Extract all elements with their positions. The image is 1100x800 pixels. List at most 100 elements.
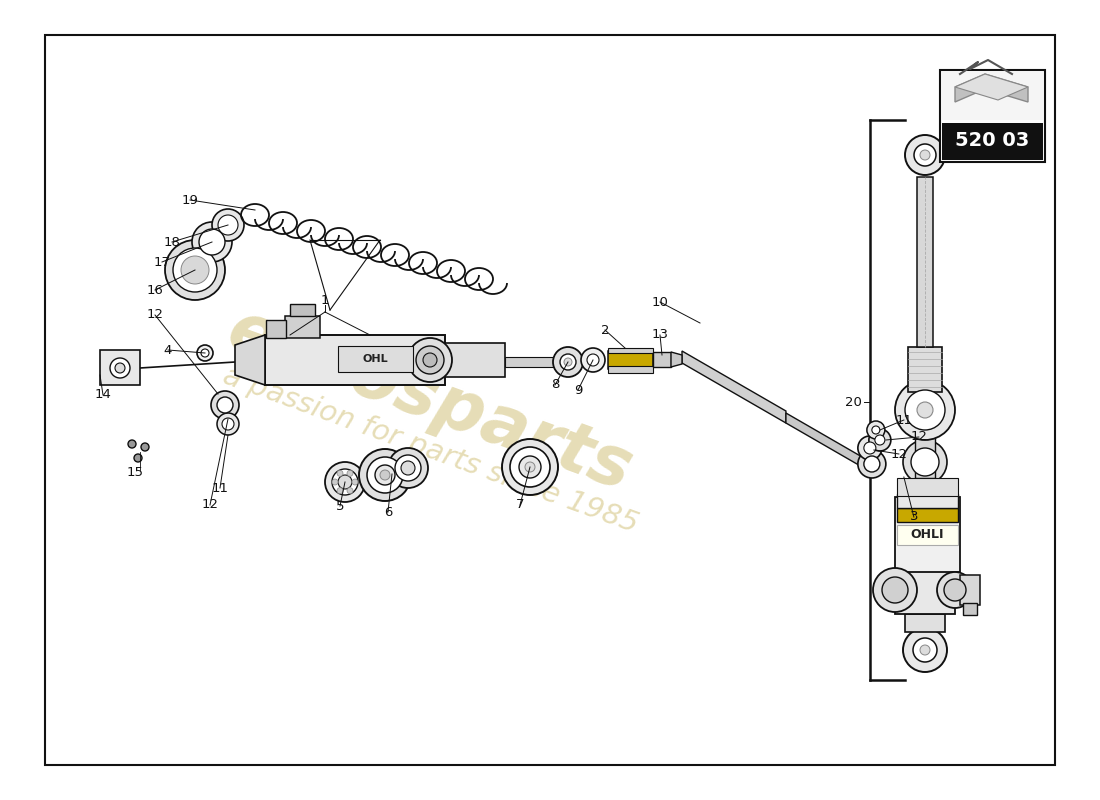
- Circle shape: [388, 448, 428, 488]
- Circle shape: [211, 391, 239, 419]
- Text: 20: 20: [845, 395, 862, 409]
- Bar: [446, 343, 505, 377]
- Circle shape: [379, 470, 390, 480]
- Circle shape: [937, 572, 974, 608]
- Circle shape: [920, 150, 929, 160]
- Bar: [608, 348, 653, 353]
- Text: 4: 4: [164, 343, 173, 357]
- Text: a passion for parts since 1985: a passion for parts since 1985: [219, 362, 641, 538]
- Circle shape: [337, 470, 343, 476]
- Circle shape: [905, 135, 945, 175]
- Text: 17: 17: [154, 255, 170, 269]
- Bar: [265, 335, 446, 385]
- Circle shape: [944, 579, 966, 601]
- Circle shape: [882, 577, 908, 603]
- Bar: [960, 575, 980, 605]
- Text: 10: 10: [651, 295, 669, 309]
- Circle shape: [192, 222, 232, 262]
- Polygon shape: [785, 413, 864, 468]
- Circle shape: [346, 488, 353, 494]
- Circle shape: [116, 363, 125, 373]
- Text: 12: 12: [146, 309, 164, 322]
- Circle shape: [564, 358, 572, 366]
- Polygon shape: [955, 74, 1028, 102]
- Circle shape: [338, 475, 352, 489]
- Circle shape: [873, 568, 917, 612]
- Circle shape: [903, 440, 947, 484]
- Circle shape: [367, 457, 403, 493]
- Bar: [505, 357, 565, 367]
- Bar: [917, 177, 933, 347]
- Circle shape: [332, 479, 338, 485]
- Bar: [100, 350, 140, 385]
- Polygon shape: [955, 74, 1028, 100]
- Circle shape: [197, 345, 213, 361]
- Text: 12: 12: [201, 498, 219, 511]
- Bar: [905, 614, 945, 632]
- Circle shape: [337, 488, 343, 494]
- Text: 2: 2: [601, 323, 609, 337]
- Circle shape: [165, 240, 226, 300]
- Circle shape: [502, 439, 558, 495]
- Text: 12: 12: [890, 447, 908, 461]
- Circle shape: [375, 465, 395, 485]
- Bar: [942, 123, 1043, 160]
- Circle shape: [222, 418, 234, 430]
- Text: 6: 6: [384, 506, 393, 518]
- Bar: [915, 428, 935, 478]
- Circle shape: [858, 436, 882, 460]
- Text: 12: 12: [911, 430, 927, 443]
- Circle shape: [905, 390, 945, 430]
- Text: 3: 3: [910, 510, 918, 523]
- Bar: [942, 72, 1043, 120]
- Circle shape: [903, 628, 947, 672]
- Circle shape: [864, 456, 880, 472]
- Text: 14: 14: [95, 389, 111, 402]
- Circle shape: [110, 358, 130, 378]
- Bar: [940, 70, 1045, 162]
- Text: 520 03: 520 03: [956, 130, 1030, 150]
- Circle shape: [212, 209, 244, 241]
- Circle shape: [858, 450, 886, 478]
- Text: 11: 11: [211, 482, 229, 494]
- Circle shape: [402, 461, 415, 475]
- Circle shape: [917, 402, 933, 418]
- Bar: [895, 497, 960, 572]
- Text: OHLI: OHLI: [911, 527, 944, 541]
- Text: 15: 15: [126, 466, 143, 478]
- Circle shape: [895, 380, 955, 440]
- Circle shape: [560, 354, 576, 370]
- Circle shape: [864, 442, 876, 454]
- Text: 13: 13: [651, 329, 669, 342]
- Circle shape: [874, 435, 884, 445]
- Circle shape: [553, 347, 583, 377]
- Bar: [608, 351, 653, 369]
- Circle shape: [324, 462, 365, 502]
- Text: 11: 11: [895, 414, 912, 426]
- Bar: [896, 508, 958, 522]
- Circle shape: [519, 456, 541, 478]
- Circle shape: [352, 479, 358, 485]
- Bar: [896, 525, 958, 545]
- Circle shape: [913, 638, 937, 662]
- Bar: [895, 569, 955, 614]
- Circle shape: [134, 454, 142, 462]
- Circle shape: [867, 421, 884, 439]
- Circle shape: [359, 449, 411, 501]
- Circle shape: [332, 469, 358, 495]
- Circle shape: [201, 349, 209, 357]
- Bar: [608, 366, 653, 373]
- Circle shape: [581, 348, 605, 372]
- Circle shape: [914, 144, 936, 166]
- Circle shape: [182, 256, 209, 284]
- Bar: [290, 304, 315, 316]
- Circle shape: [424, 353, 437, 367]
- Circle shape: [128, 440, 136, 448]
- Circle shape: [525, 462, 535, 472]
- Text: 9: 9: [574, 383, 582, 397]
- Circle shape: [173, 248, 217, 292]
- Circle shape: [869, 429, 891, 451]
- Circle shape: [416, 346, 444, 374]
- Circle shape: [346, 470, 353, 476]
- Polygon shape: [235, 335, 265, 385]
